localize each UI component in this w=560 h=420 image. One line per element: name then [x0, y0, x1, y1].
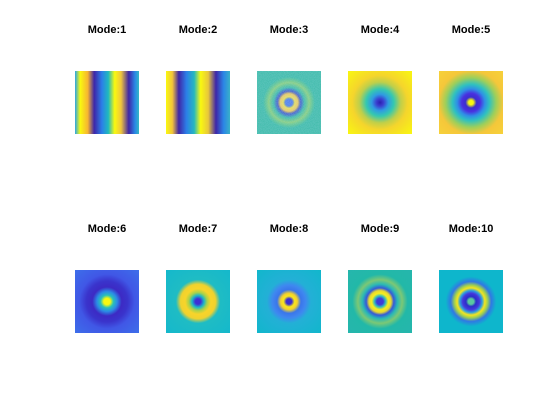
mode-image-2 — [166, 71, 230, 134]
mode-image-3 — [257, 71, 321, 134]
subplot-title: Mode:6 — [57, 223, 157, 236]
mode-image-9 — [348, 270, 412, 333]
subplot-title: Mode:7 — [148, 223, 248, 236]
subplot-title: Mode:3 — [239, 24, 339, 37]
mode-image-10 — [439, 270, 503, 333]
subplot-title: Mode:2 — [148, 24, 248, 37]
mode-image-4 — [348, 71, 412, 134]
subplot-title: Mode:10 — [421, 223, 521, 236]
mode-image-8 — [257, 270, 321, 333]
mode-image-5 — [439, 71, 503, 134]
mode-image-1 — [75, 71, 139, 134]
subplot-title: Mode:9 — [330, 223, 430, 236]
subplot-title: Mode:4 — [330, 24, 430, 37]
subplot-title: Mode:5 — [421, 24, 521, 37]
mode-image-7 — [166, 270, 230, 333]
subplot-title: Mode:1 — [57, 24, 157, 37]
mode-image-6 — [75, 270, 139, 333]
subplot-title: Mode:8 — [239, 223, 339, 236]
